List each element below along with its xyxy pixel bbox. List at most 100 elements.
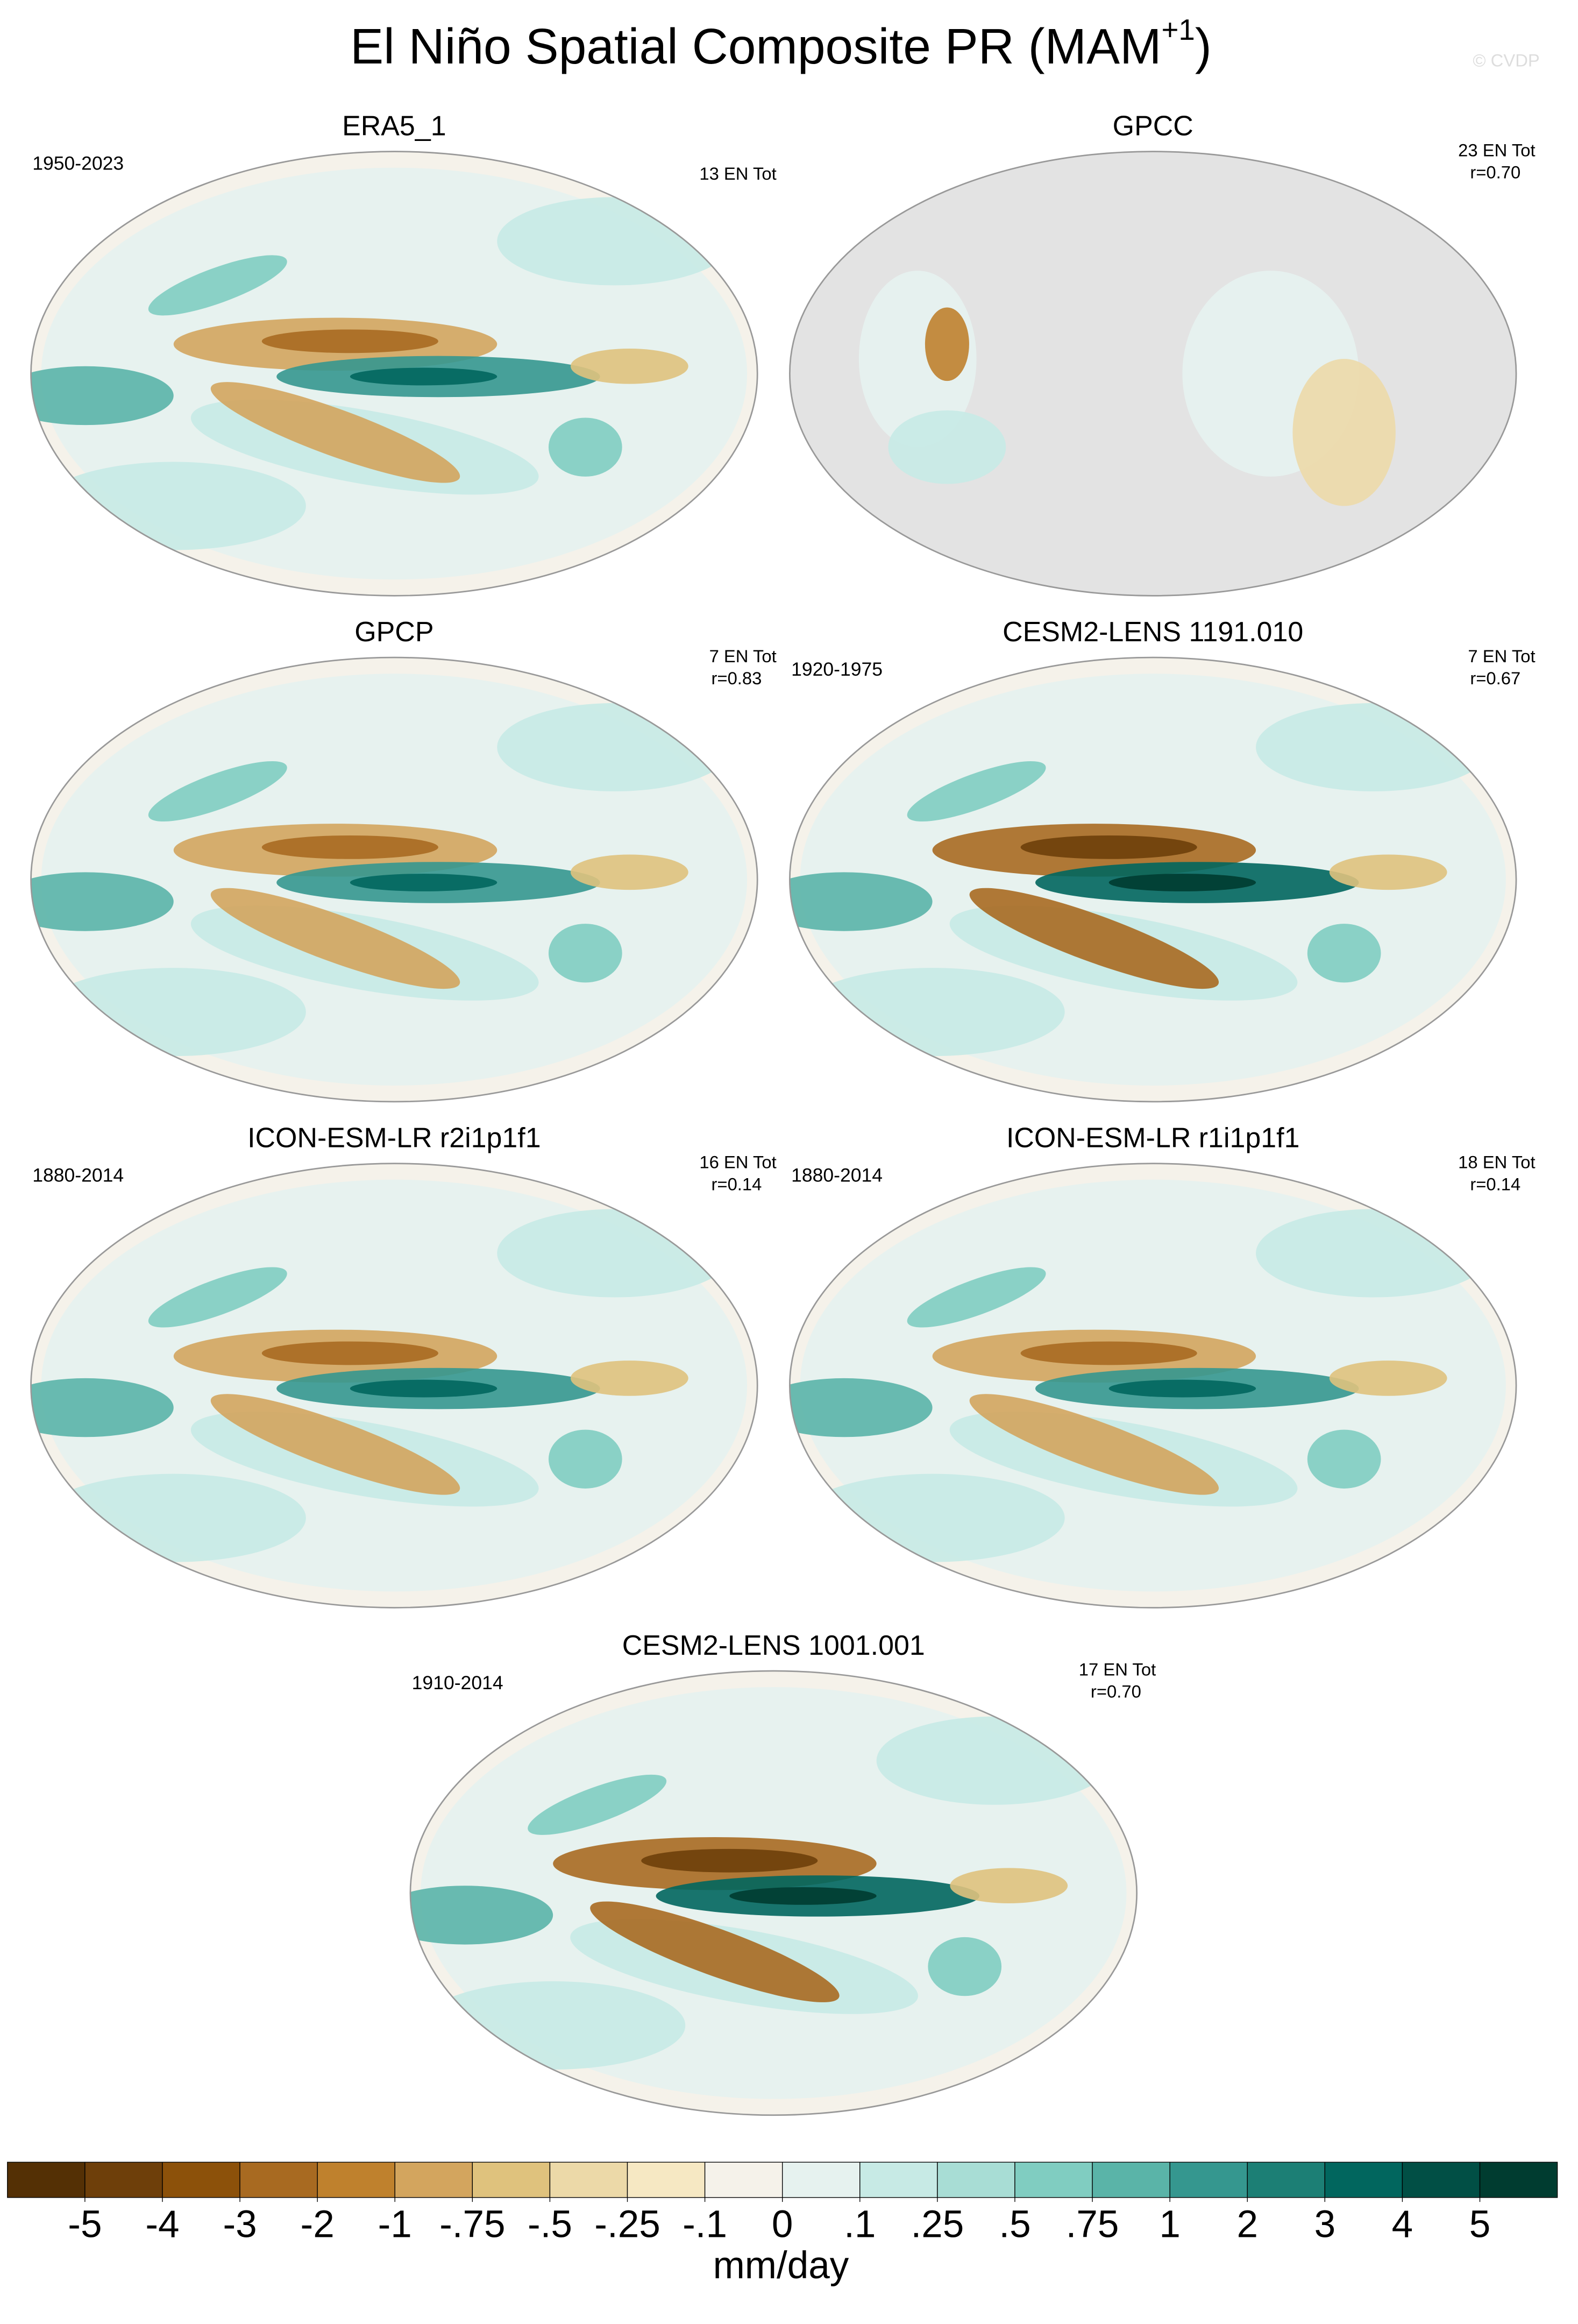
panel-count: 7 EN Tot: [1468, 646, 1535, 666]
map-field: [31, 1179, 748, 1592]
field-blob: [261, 1341, 438, 1365]
field-blob: [790, 1378, 933, 1437]
map-panel: ICON-ESM-LR r1i1p1f1 1880-2014 18 EN Totr=…: [788, 1123, 1536, 1609]
panel-title: ICON-ESM-LR r1i1p1f1: [1006, 1123, 1300, 1154]
field-blob: [969, 888, 1219, 989]
colorbar-label: .1: [844, 2203, 876, 2245]
colorbar-box: [704, 2162, 783, 2198]
field-blob: [570, 349, 688, 384]
field-blob: [1108, 874, 1256, 891]
panel-title: CESM2-LENS 1191.010: [1003, 617, 1303, 648]
colorbar-box: [937, 2162, 1015, 2198]
panel-title: GPCC: [1113, 111, 1193, 142]
field-blob: [548, 924, 622, 983]
map-field: [31, 674, 748, 1086]
field-blob: [969, 1394, 1219, 1495]
field-blob: [1307, 1429, 1381, 1489]
colorbar-box: [7, 2162, 86, 2198]
colorbar-label: -.1: [683, 2203, 727, 2245]
colorbar-label: -5: [68, 2203, 102, 2245]
panel-title: ERA5_1: [342, 111, 446, 142]
field-blob: [800, 968, 1065, 1057]
colorbar-label: 1: [1159, 2203, 1181, 2245]
field-blob: [876, 1716, 1112, 1805]
colorbar-box: [239, 2162, 318, 2198]
colorbar-label: -.5: [528, 2203, 572, 2245]
field-blob: [41, 968, 306, 1057]
map-field: [790, 674, 1506, 1086]
panel-period: 1950-2023: [32, 153, 124, 174]
map-outline: [30, 151, 758, 597]
field-blob: [41, 462, 306, 550]
field-blob: [548, 417, 622, 477]
field-blob: [1307, 924, 1381, 983]
map-outline: [788, 1163, 1517, 1609]
colorbar-label: -2: [301, 2203, 335, 2245]
panel-count: 16 EN Tot: [699, 1152, 776, 1172]
colorbar-box: [1324, 2162, 1403, 2198]
colorbar-label: 0: [772, 2203, 793, 2245]
map-outline: [409, 1670, 1138, 2116]
panel-count: 13 EN Tot: [699, 164, 776, 183]
colorbar-label: 5: [1469, 2203, 1491, 2245]
field-blob: [1256, 1209, 1491, 1298]
field-blob: [1329, 854, 1447, 890]
field-blob: [497, 703, 733, 791]
field-blob: [148, 1267, 287, 1328]
colorbar-box: [627, 2162, 706, 2198]
panel-period: 1880-2014: [791, 1165, 883, 1186]
field-blob: [148, 761, 287, 821]
colorbar-box: [394, 2162, 473, 2198]
map-field: [410, 1687, 1127, 2099]
colorbar-box: [1092, 2162, 1170, 2198]
field-blob: [41, 1473, 306, 1562]
panel-count: 18 EN Tot: [1458, 1152, 1535, 1172]
field-blob: [1020, 1341, 1197, 1365]
field-blob: [570, 854, 688, 890]
colorbar-label: -.25: [594, 2203, 660, 2245]
panel-period: 1880-2014: [32, 1165, 124, 1186]
title-superscript: +1: [1162, 13, 1195, 47]
title-text: El Niño Spatial Composite PR (MAM: [350, 18, 1161, 74]
panel-title: CESM2-LENS 1001.001: [622, 1630, 925, 1661]
field-blob: [1256, 703, 1491, 791]
field-blob: [210, 382, 460, 483]
colorbar-box: [549, 2162, 628, 2198]
colorbar-box: [782, 2162, 861, 2198]
map-panel: ERA5_1 1950-2023 13 EN Tot: [30, 111, 777, 597]
field-blob: [548, 1429, 622, 1489]
colorbar-label: -4: [145, 2203, 179, 2245]
field-blob: [590, 1901, 840, 2002]
field-blob: [350, 367, 497, 386]
map-panel: CESM2-LENS 1001.001 1910-2014 17 EN Totr=0…: [409, 1630, 1156, 2116]
colorbar-box: [1247, 2162, 1326, 2198]
colorbar-box: [84, 2162, 163, 2198]
panel-period: 1920-1975: [791, 658, 883, 680]
field-blob: [261, 329, 438, 353]
colorbar-label: -3: [223, 2203, 257, 2245]
field-blob: [210, 1394, 460, 1495]
field-blob: [1108, 1379, 1256, 1398]
field-blob: [31, 872, 174, 931]
colorbar-box: [317, 2162, 395, 2198]
title-close: ): [1195, 18, 1212, 74]
field-blob: [148, 255, 287, 316]
field-blob: [1020, 835, 1197, 859]
colorbar-label: .5: [999, 2203, 1030, 2245]
colorbar-box: [1479, 2162, 1558, 2198]
field-blob: [790, 872, 933, 931]
colorbar-box: [1014, 2162, 1093, 2198]
colorbar-label: 3: [1314, 2203, 1336, 2245]
map-field: [31, 167, 748, 580]
map-field: [858, 271, 1396, 506]
panel-title: GPCP: [354, 617, 433, 648]
field-blob: [641, 1848, 818, 1873]
colorbar-label: .75: [1066, 2203, 1119, 2245]
field-blob: [907, 1267, 1046, 1328]
field-blob: [350, 874, 497, 891]
field-blob: [729, 1887, 877, 1905]
field-blob: [31, 1378, 174, 1437]
map-outline: [30, 1163, 758, 1609]
